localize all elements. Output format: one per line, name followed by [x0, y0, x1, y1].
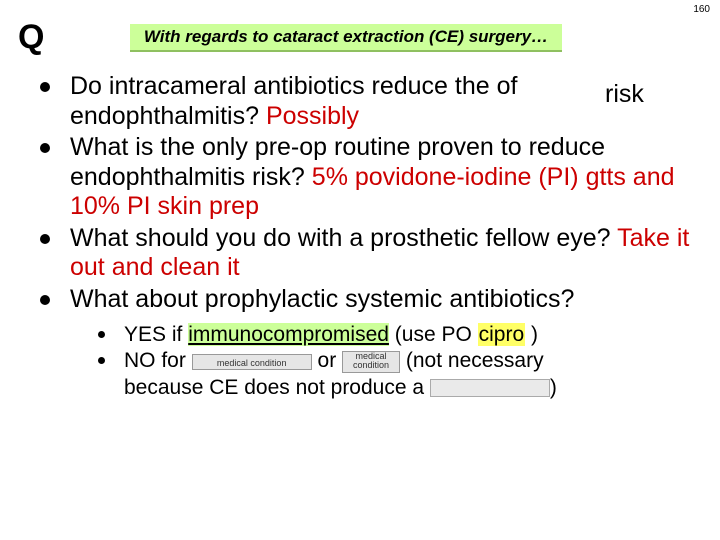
- immunocompromised-highlight: immunocompromised: [188, 323, 389, 346]
- yes-label: YES: [124, 323, 166, 346]
- no-label: NO: [124, 349, 156, 372]
- redacted-blank: [430, 379, 550, 397]
- if-text: if: [166, 323, 188, 346]
- bullet-preop-routine: What is the only pre-op routine proven t…: [34, 133, 694, 222]
- page-number: 160: [693, 4, 710, 15]
- redact-line2: condition: [353, 360, 389, 370]
- use-po-text: (use PO: [389, 323, 478, 346]
- sub-bullet-yes: YES if immunocompromised (use PO cipro ): [94, 322, 694, 348]
- answer-text: Possibly: [266, 102, 359, 130]
- close-paren: ): [525, 323, 538, 346]
- question-text: What should you do with a prosthetic fel…: [70, 224, 617, 252]
- tail-text-1: (not necessary: [400, 349, 544, 372]
- for-text: for: [156, 349, 192, 372]
- tail-close-paren: ): [550, 376, 557, 399]
- bullet-intracameral: Do intracameral antibiotics reduce the o…: [34, 72, 694, 131]
- bullet-prosthetic-eye: What should you do with a prosthetic fel…: [34, 224, 694, 283]
- redacted-condition-1: medical condition: [192, 354, 312, 370]
- slide-title: With regards to cataract extraction (CE)…: [130, 24, 562, 52]
- or-text: or: [312, 349, 342, 372]
- tail-text-2: because CE does not produce a: [124, 376, 430, 399]
- question-text: What about prophylactic systemic antibio…: [70, 285, 574, 313]
- cipro-highlight: cipro: [478, 323, 526, 346]
- question-label: Q: [18, 18, 44, 57]
- sub-bullet-list: YES if immunocompromised (use PO cipro )…: [94, 322, 694, 401]
- content-area: Do intracameral antibiotics reduce the o…: [34, 72, 694, 403]
- sub-bullet-no: NO for medical condition or medicalcondi…: [94, 348, 694, 401]
- bullet-prophylactic-antibiotics: What about prophylactic systemic antibio…: [34, 285, 694, 401]
- redacted-condition-2: medicalcondition: [342, 351, 400, 373]
- main-bullet-list: Do intracameral antibiotics reduce the o…: [34, 72, 694, 401]
